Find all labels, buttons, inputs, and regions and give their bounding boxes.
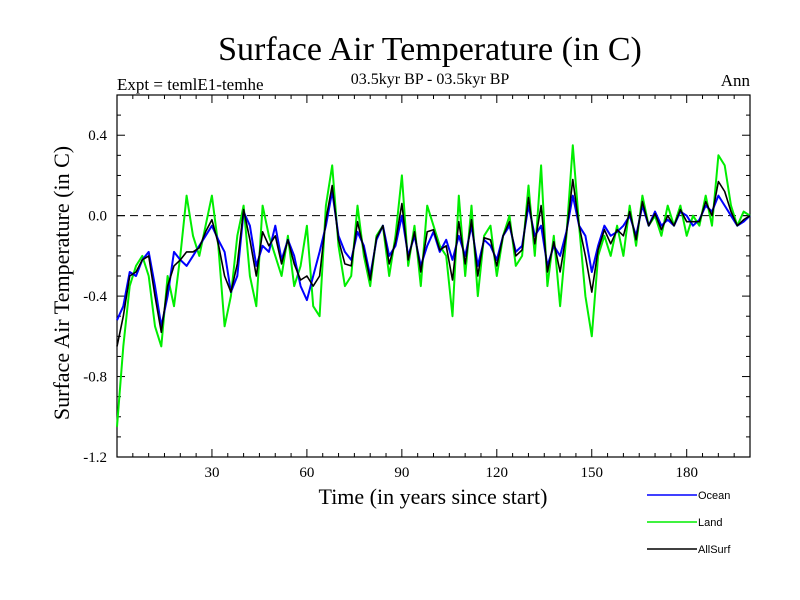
season-label: Ann: [721, 71, 751, 90]
y-tick-label: -0.4: [83, 289, 107, 305]
series-line-ocean: [116, 190, 751, 328]
legend: Ocean Land AllSurf: [647, 490, 731, 556]
legend-label-land: Land: [698, 517, 722, 529]
plot-area: -1.2 -0.8 -0.4 0.0 0.4 30 60 90 120 150 180: [83, 94, 751, 481]
x-tick-label: 120: [486, 465, 509, 481]
series-line-allsurf: [116, 178, 751, 347]
plot-frame: [116, 94, 751, 458]
x-tick-label: 30: [204, 465, 219, 481]
chart-title: Surface Air Temperature (in C): [218, 31, 642, 68]
y-tick-label: 0.4: [88, 128, 107, 144]
series-line-land: [116, 144, 751, 427]
y-tick-label: -0.8: [83, 370, 107, 386]
x-tick-label: 90: [394, 465, 409, 481]
legend-label-ocean: Ocean: [698, 490, 730, 502]
x-tick-label: 150: [581, 465, 604, 481]
y-axis-label: Surface Air Temperature (in C): [49, 146, 74, 420]
y-tick-label: 0.0: [88, 209, 107, 225]
y-tick-label: -1.2: [83, 450, 107, 466]
experiment-label: Expt = temlE1-temhe: [117, 75, 264, 94]
x-axis-label: Time (in years since start): [319, 484, 548, 509]
x-tick-label: 180: [675, 465, 698, 481]
legend-label-allsurf: AllSurf: [698, 544, 731, 556]
x-tick-label: 60: [299, 465, 314, 481]
chart-subtitle: 03.5kyr BP - 03.5kyr BP: [351, 71, 510, 88]
